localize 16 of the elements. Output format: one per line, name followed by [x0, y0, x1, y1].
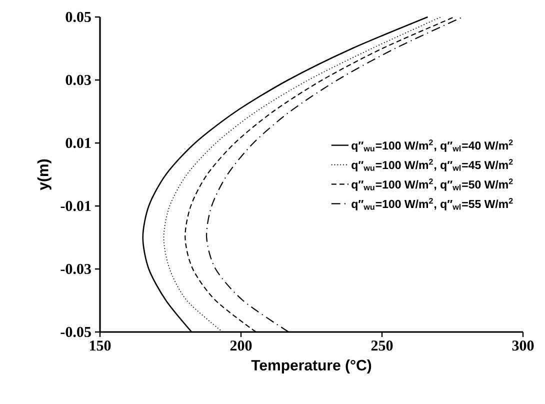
x-axis-title: Temperature (°C)	[251, 360, 372, 374]
y-tick-label: -0.01	[60, 200, 91, 212]
y-tick-label: 0.05	[66, 12, 91, 22]
y-tick-label: 0.01	[66, 138, 91, 148]
x-tick-label: 300	[512, 340, 534, 351]
legend-label: q″$_{wu}$=100 W/m$^{2}$, q″$_{wl}$=40 W/m$^{2}$	[352, 140, 513, 152]
legend-label: q″$_{wu}$=100 W/m$^{2}$, q″$_{wl}$=50 W/m$^{2}$	[352, 178, 513, 191]
legend-label: q″$_{wu}$=100 W/m$^{2}$, q″$_{wl}$=55 W/m$^{2}$	[352, 198, 513, 210]
y-tick-label: -0.03	[60, 264, 91, 274]
y-tick-label: -0.05	[60, 326, 91, 338]
x-tick-label: 250	[371, 340, 393, 351]
x-tick-label: 200	[230, 340, 252, 351]
legend-label: q″$_{wu}$=100 W/m$^{2}$, q″$_{wl}$=45 W/m$^{2}$	[352, 159, 513, 172]
y-tick-label: 0.03	[66, 74, 91, 86]
y-axis-title: y(m)	[37, 159, 52, 190]
x-tick-label: 150	[90, 340, 111, 351]
